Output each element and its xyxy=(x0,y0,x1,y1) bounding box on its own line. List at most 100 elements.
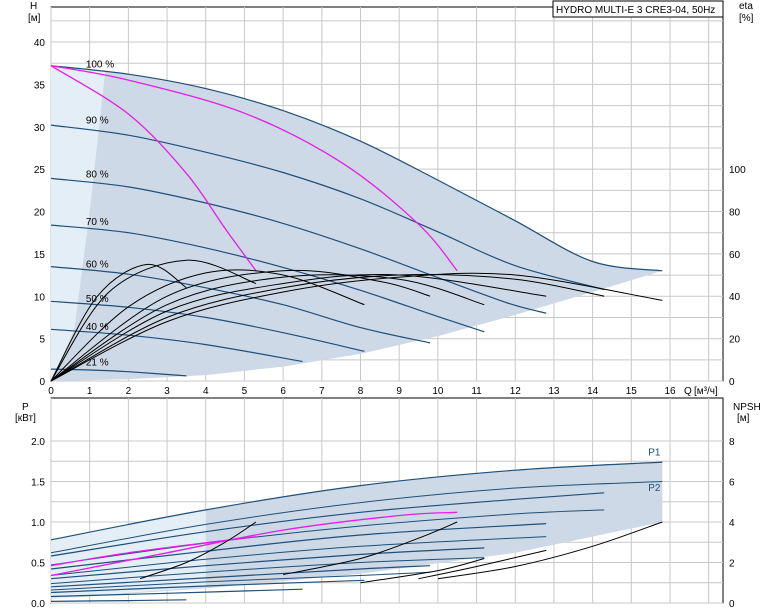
speed-label: 50 % xyxy=(86,294,109,305)
title-box xyxy=(552,0,724,18)
x-tick-label: 11 xyxy=(471,386,482,397)
y-tick-label: 0 xyxy=(39,377,45,388)
power-series-label: P1 xyxy=(648,448,661,459)
power-series-label: P2 xyxy=(648,483,661,494)
x-tick-label: 6 xyxy=(280,386,286,397)
y-axis-label-H: H xyxy=(30,1,37,12)
y-axis-unit-H: [м] xyxy=(28,13,41,24)
speed-label: 40 % xyxy=(86,322,109,333)
bottom-ticks: 0.0 0.5 1.0 1.5 2.0 0 2 4 6 8 xyxy=(31,437,735,610)
y2-tick-label: 100 xyxy=(729,165,746,176)
efficiency-curve xyxy=(50,259,257,382)
speed-label: 21 % xyxy=(86,358,109,369)
p1-curve xyxy=(50,492,605,557)
x-tick-label: 13 xyxy=(548,386,560,397)
speed-label: 100 % xyxy=(86,59,114,70)
y2-axis-unit-eta: [%] xyxy=(739,13,754,24)
x-axis-unit-Q: [м³/ч] xyxy=(694,386,718,397)
efficiency-curve xyxy=(50,272,663,382)
p1-curve xyxy=(50,547,485,580)
operating-envelope xyxy=(51,65,663,381)
speed-label: 60 % xyxy=(86,259,109,270)
system-curve xyxy=(50,65,257,272)
p2-curve xyxy=(50,571,431,591)
x-tick-label: 3 xyxy=(164,386,170,397)
efficiency-curve xyxy=(50,274,485,382)
p1-curve xyxy=(50,523,547,570)
npsh-curve xyxy=(283,521,458,576)
p1-curve xyxy=(50,599,187,602)
x-tick-label: 14 xyxy=(587,386,599,397)
head-curve xyxy=(50,300,365,352)
efficiency-curve xyxy=(50,274,605,382)
y2-tick-label: 8 xyxy=(729,437,735,448)
p1-curve xyxy=(50,565,431,588)
y2-tick-label: 6 xyxy=(729,478,735,489)
y-axis-label-P: P xyxy=(22,402,29,413)
y-tick-label: 40 xyxy=(34,38,46,49)
npsh-curve xyxy=(437,521,663,580)
efficiency-curve xyxy=(50,273,547,382)
p1-curve xyxy=(50,461,663,541)
top-panel: 0 1 2 3 4 5 6 7 8 9 10 11 12 13 14 15 160510152025303540… xyxy=(28,0,754,397)
y2-tick-label: 20 xyxy=(729,335,741,346)
x-axis-label-Q: Q xyxy=(684,386,692,397)
head-curve xyxy=(50,224,485,333)
head-curve xyxy=(50,124,605,291)
p2-curve xyxy=(50,481,663,554)
top-ticks: 0 1 2 3 4 5 6 7 8 9 10 11 12 13 14 15 160510152025303540… xyxy=(34,38,746,397)
bottom-labels: P1 P2 xyxy=(648,448,661,495)
x-tick-label: 5 xyxy=(242,386,248,397)
x-tick-label: 4 xyxy=(203,386,209,397)
speed-label: 80 % xyxy=(86,170,109,181)
y-tick-label: 1.5 xyxy=(31,478,45,489)
y-tick-label: 5 xyxy=(39,335,45,346)
y-tick-label: 1.0 xyxy=(31,518,45,529)
x-tick-label: 16 xyxy=(664,386,676,397)
y2-tick-label: 60 xyxy=(729,250,741,261)
x-tick-label: 12 xyxy=(510,386,522,397)
system-curve xyxy=(50,65,458,272)
head-curve xyxy=(50,177,547,314)
y-tick-label: 30 xyxy=(34,123,46,134)
top-curves xyxy=(50,65,663,382)
y-tick-label: 25 xyxy=(34,165,46,176)
y2-axis-label-eta: eta xyxy=(739,1,753,12)
y2-tick-label: 80 xyxy=(729,207,741,218)
npsh-curve xyxy=(139,521,257,580)
bottom-envelope xyxy=(51,462,663,599)
y2-tick-label: 4 xyxy=(729,518,735,529)
y-tick-label: 0.0 xyxy=(31,599,45,610)
y2-axis-unit-NPSH: [м] xyxy=(737,413,750,424)
speed-label: 70 % xyxy=(86,217,109,228)
p2-curve xyxy=(50,557,485,585)
x-tick-label: 1 xyxy=(87,386,93,397)
p1-curve xyxy=(50,588,303,598)
x-tick-label: 0 xyxy=(48,386,54,397)
x-tick-label: 8 xyxy=(358,386,364,397)
x-tick-label: 10 xyxy=(432,386,444,397)
power-envelope-light xyxy=(51,509,206,599)
x-tick-label: 7 xyxy=(319,386,325,397)
y2-tick-label: 40 xyxy=(729,292,741,303)
bottom-curves xyxy=(50,461,663,602)
y2-tick-label: 2 xyxy=(729,559,735,570)
head-curve xyxy=(50,266,431,344)
y2-axis-label-NPSH: NPSH xyxy=(733,402,761,413)
system-power-curve xyxy=(50,511,458,577)
p2-curve xyxy=(50,509,605,566)
head-curve xyxy=(50,328,303,363)
y-tick-label: 15 xyxy=(34,250,46,261)
p2-curve xyxy=(50,536,547,576)
npsh-curve xyxy=(360,558,485,584)
efficiency-curve xyxy=(50,269,431,382)
npsh-curve xyxy=(418,549,547,580)
x-tick-label: 2 xyxy=(126,386,132,397)
y-axis-unit-P: [кВт] xyxy=(15,413,36,424)
bottom-panel: 0.0 0.5 1.0 1.5 2.0 0 2 4 6 8 P1 P2 P [кВт] NPSH [… xyxy=(15,397,761,610)
x-tick-label: 15 xyxy=(626,386,638,397)
top-envelope xyxy=(51,65,663,381)
top-labels: 100 % 90 % 80 % 70 % 60 % 50 % 40 % 21 % xyxy=(86,59,114,368)
chart-title: HYDRO MULTI-E 3 CRE3-04, 50Hz xyxy=(556,5,715,16)
